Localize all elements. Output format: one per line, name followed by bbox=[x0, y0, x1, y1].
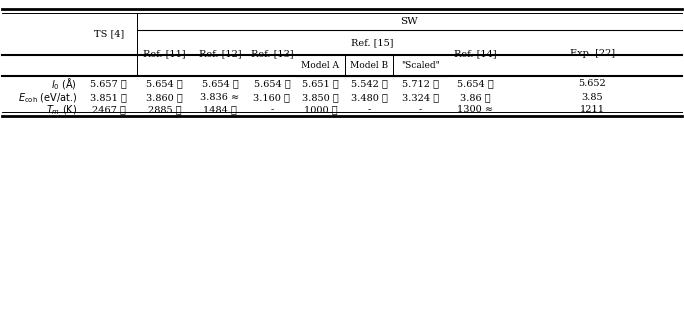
Text: 5.654 ✓: 5.654 ✓ bbox=[254, 79, 290, 88]
Text: 1300 ≈: 1300 ≈ bbox=[458, 106, 493, 114]
Bar bbox=[0, 128, 684, 316]
Text: 3.836 ≈: 3.836 ≈ bbox=[200, 93, 239, 102]
Text: 5.654 ✓: 5.654 ✓ bbox=[146, 79, 183, 88]
Text: 3.324 ✗: 3.324 ✗ bbox=[402, 93, 439, 102]
Text: -: - bbox=[270, 106, 274, 114]
Text: 3.85: 3.85 bbox=[581, 93, 603, 102]
Text: 5.654 ✓: 5.654 ✓ bbox=[202, 79, 238, 88]
Text: 3.160 ✗: 3.160 ✗ bbox=[254, 93, 290, 102]
Text: Ref. [14]: Ref. [14] bbox=[454, 49, 497, 58]
Text: 5.712 ✗: 5.712 ✗ bbox=[402, 79, 439, 88]
Text: 1211: 1211 bbox=[580, 106, 605, 114]
Text: $E_{\rm coh}$ (eV/at.): $E_{\rm coh}$ (eV/at.) bbox=[18, 91, 77, 105]
Text: $l_0$ (Å): $l_0$ (Å) bbox=[51, 76, 77, 92]
Text: 1000 ✗: 1000 ✗ bbox=[304, 106, 337, 114]
Text: 2467 ✗: 2467 ✗ bbox=[92, 106, 126, 114]
Text: TS [4]: TS [4] bbox=[94, 30, 124, 39]
Text: 5.652: 5.652 bbox=[579, 79, 606, 88]
Text: -: - bbox=[367, 106, 371, 114]
Text: Model B: Model B bbox=[350, 61, 388, 70]
Text: 5.657 ✓: 5.657 ✓ bbox=[90, 79, 127, 88]
Text: Exp. [22]: Exp. [22] bbox=[570, 49, 615, 58]
Text: Ref. [12]: Ref. [12] bbox=[198, 49, 241, 58]
Text: 3.480 ✗: 3.480 ✗ bbox=[351, 93, 387, 102]
Text: $T_m$ (K): $T_m$ (K) bbox=[46, 103, 77, 117]
Text: -: - bbox=[419, 106, 422, 114]
Text: SW: SW bbox=[401, 17, 418, 26]
Text: Ref. [15]: Ref. [15] bbox=[351, 38, 393, 47]
Text: 5.651 ✓: 5.651 ✓ bbox=[302, 79, 339, 88]
Text: Model A: Model A bbox=[302, 61, 339, 70]
Text: 3.860 ✓: 3.860 ✓ bbox=[146, 93, 183, 102]
Text: 5.542 ✗: 5.542 ✗ bbox=[351, 79, 387, 88]
Text: Ref. [11]: Ref. [11] bbox=[143, 49, 186, 58]
Text: 5.654 ✓: 5.654 ✓ bbox=[457, 79, 494, 88]
Text: 3.850 ✓: 3.850 ✓ bbox=[302, 93, 339, 102]
Text: 1484 ✗: 1484 ✗ bbox=[203, 106, 237, 114]
Text: 2885 ✗: 2885 ✗ bbox=[148, 106, 181, 114]
Text: Ref. [13]: Ref. [13] bbox=[250, 49, 293, 58]
Text: 3.86 ✓: 3.86 ✓ bbox=[460, 93, 490, 102]
Text: 3.851 ✓: 3.851 ✓ bbox=[90, 93, 127, 102]
Text: "Scaled": "Scaled" bbox=[402, 61, 440, 70]
